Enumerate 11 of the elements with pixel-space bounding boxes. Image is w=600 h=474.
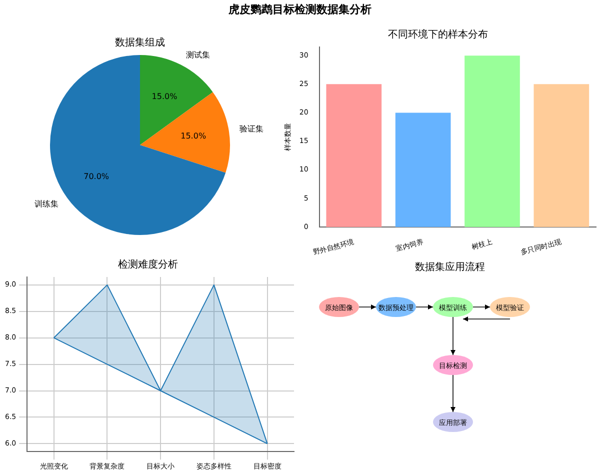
slice-label: 测试集	[186, 50, 210, 60]
data-label: 70.0%	[84, 172, 110, 181]
text: 虎皮鹦鹉目标检测数据集分析	[228, 2, 372, 17]
text: 数据集应用流程	[414, 260, 486, 274]
chart-title: 数据集组成	[115, 36, 165, 49]
slice-label: 验证集	[240, 124, 264, 134]
data-label: 15.0%	[152, 92, 178, 101]
chart-title: 不同环境下的样本分布	[388, 28, 488, 41]
chart-title: 检测难度分析	[118, 258, 178, 271]
data-label: 15.0%	[180, 132, 206, 141]
slice-label: 训练集	[34, 199, 58, 208]
